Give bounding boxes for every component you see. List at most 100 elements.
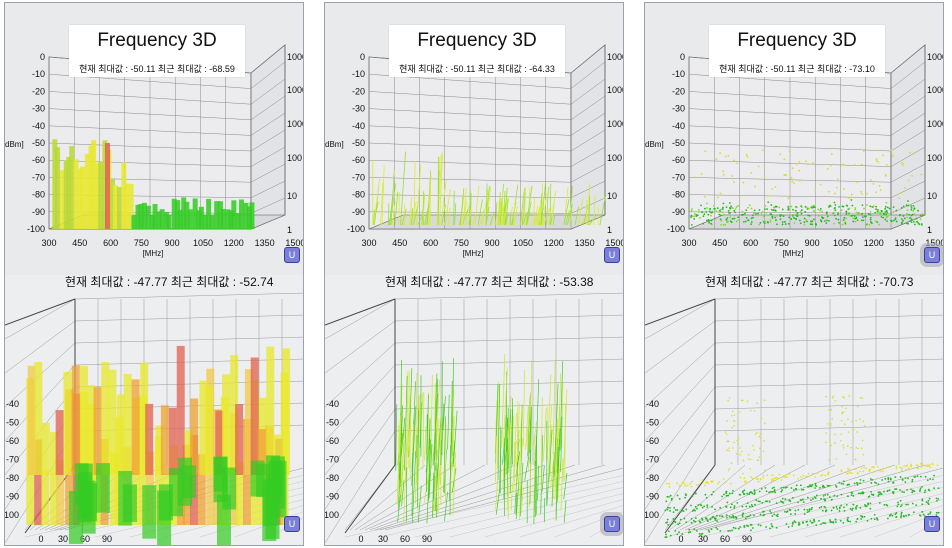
spectrum-trace-3d [528,462,532,508]
view-toggle-button[interactable]: U [604,247,620,263]
spectrum-dot-3d [834,400,837,402]
spectrum-dot [727,209,730,212]
spectrum-dot-3d [856,504,858,507]
spectrum-bar-3d [110,453,119,525]
y-unit-label: dBm] [5,140,24,149]
view-toggle-button[interactable]: U [924,247,940,263]
spectrum-dot [898,197,900,200]
spectrum-dot-3d [877,495,880,497]
spectrum-trace [401,208,407,226]
spectrum-dot [894,217,897,219]
grid-line [804,499,943,538]
spectrum-dot-3d [862,492,864,495]
spectrum-dot [819,183,822,186]
spectrum-dot-3d [741,515,744,517]
grid-line [570,61,606,89]
spectrum-dot-3d [870,517,873,520]
spectrum-dot-3d [763,399,766,401]
spectrum-dot-3d [828,484,831,487]
spectrum-dot-3d [929,512,932,515]
spectrum-dot-3d [689,531,692,533]
spectrum-trace [459,188,465,226]
spectrum-trace-3d [501,353,506,448]
spectrum-dot-3d [932,478,934,481]
x-tick-label-3d: 90 [102,534,112,544]
spectrum-dot-3d [822,522,824,524]
spectrum-dot [742,181,745,184]
spectrum-dot [825,222,828,224]
spectrum-dot [718,213,721,216]
spectrum-dot [869,213,872,216]
spectrum-dot [821,217,824,220]
spectrum-dot-3d [676,533,679,536]
spectrum-dot-3d [921,463,924,465]
spectrum-bar [159,209,165,229]
spectrum-dot-3d [880,493,883,496]
spectrum-bar-3d [250,357,259,475]
grid-line [714,336,943,344]
spectrum-dot-3d [894,488,896,490]
spectrum-bar-3d [222,467,237,510]
y-tick-label: -60 [352,155,365,165]
spectrum-dot [755,213,757,215]
y-tick-label: 0 [680,52,685,62]
spectrum-dot [791,180,794,183]
spectrum-dot-3d [792,489,795,491]
spectrum-trace [460,194,465,226]
view-toggle-button[interactable]: U [284,247,300,263]
spectrum-trace-3d [556,439,561,503]
spectrum-dot-3d [731,426,733,429]
spectrum-dot [921,213,924,216]
spectrum-dot-3d [691,494,694,497]
spectrum-dot [814,206,816,209]
spectrum-dot [729,216,732,219]
spectrum-dot-3d [674,529,677,532]
spectrum-trace [497,196,501,226]
spectrum-dot-3d [840,482,843,485]
spectrum-dot [858,212,860,215]
spectrum-dot-3d [879,470,882,472]
view-toggle-button-3d[interactable]: U [604,516,620,532]
x-tick-label-3d: 0 [358,534,363,544]
spectrum-dot-3d [883,490,885,493]
spectrum-trace [537,200,542,226]
spectrum-dot-3d [903,464,906,467]
spectrum-dot [810,221,813,224]
spectrum-dot [732,159,735,162]
spectrum-dot-3d [753,489,756,492]
spectrum-dot [729,207,732,210]
spectrum-dot [834,192,836,195]
spectrum-trace [535,216,538,226]
spectrum-trace [402,204,406,226]
spectrum-dot-3d [814,476,817,479]
z-tick-label: 1000 [607,85,624,95]
spectrum-dot-3d [759,500,761,503]
spectrum-dot [733,214,736,217]
spectrum-dot [841,223,844,226]
spectrum-dot-3d [829,439,831,441]
spectrum-dot [733,181,736,184]
view-toggle-button-3d[interactable]: U [924,516,940,532]
spectrum-trace-3d [436,432,440,461]
y-tick-label-3d: -90 [6,492,19,502]
x-tick-label: 450 [72,238,87,248]
spectrum-dot-3d [924,475,927,478]
view-toggle-button-3d[interactable]: U [284,516,300,532]
spectrum-dot [842,163,845,166]
spectrum-trace [391,201,396,226]
spectrum-dot-3d [700,517,703,520]
spectrum-dot-3d [711,516,714,519]
spectrum-trace [380,182,384,226]
spectrum-trace [533,205,539,226]
axis-line [344,464,396,534]
spectrum-trace [526,201,532,226]
spectrum-bar-3d [145,403,154,475]
spectrum-dot [902,219,904,222]
spectrum-dot-3d [831,397,834,399]
spectrum-bar [52,139,58,229]
spectrum-dot-3d [716,520,718,522]
y-tick-label-3d: -50 [6,418,19,428]
spectrum-bar-3d [95,463,110,513]
spectrum-dot-3d [799,499,802,501]
